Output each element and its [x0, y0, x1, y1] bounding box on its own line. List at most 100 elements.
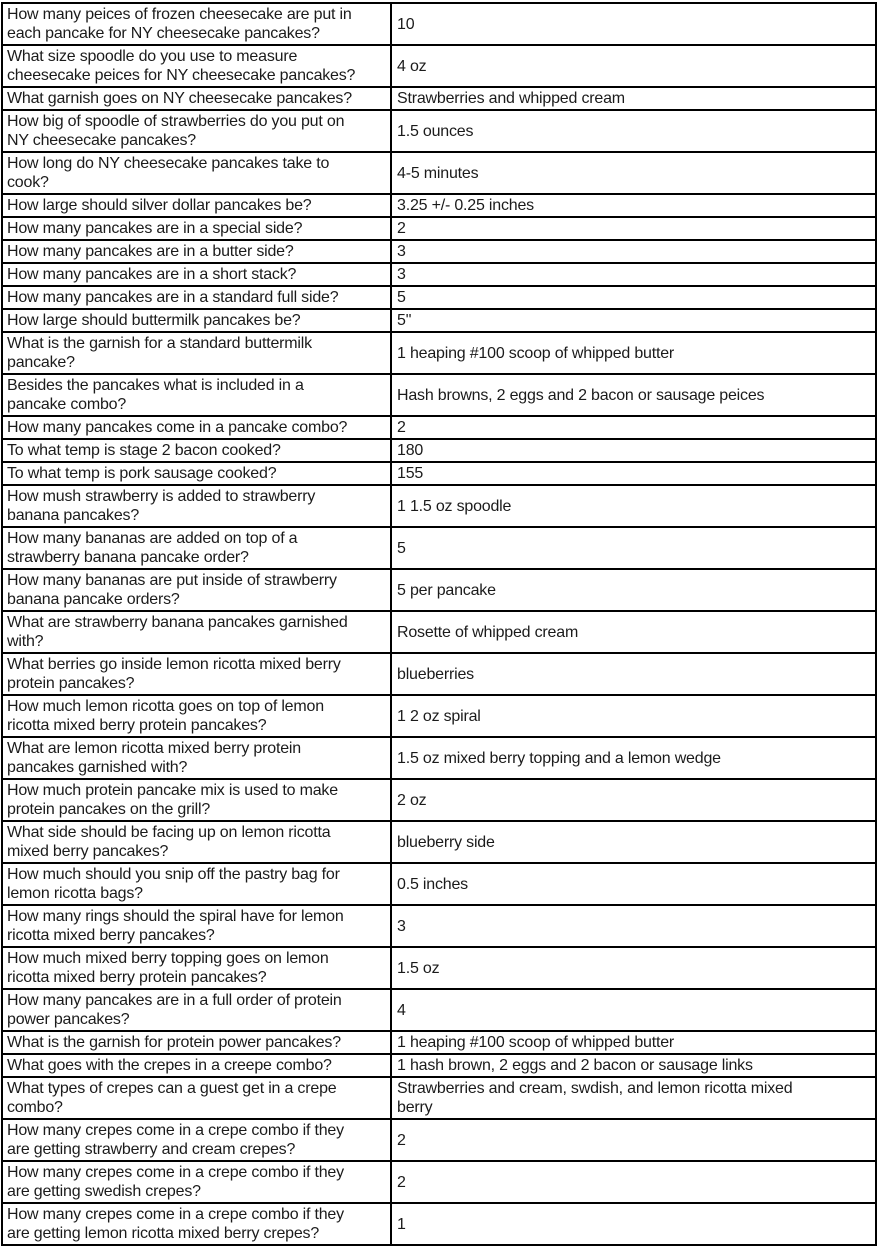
question-cell: Besides the pancakes what is included in… [1, 373, 392, 417]
answer-cell: 3 [390, 239, 877, 264]
table-row: How much lemon ricotta goes on top of le… [1, 694, 877, 738]
question-cell: How many rings should the spiral have fo… [1, 904, 392, 948]
question-cell: How large should buttermilk pancakes be? [1, 308, 392, 333]
question-cell: What types of crepes can a guest get in … [1, 1076, 392, 1120]
question-cell: How long do NY cheesecake pancakes take … [1, 151, 392, 195]
question-cell: What is the garnish for a standard butte… [1, 331, 392, 375]
table-row: What goes with the crepes in a creepe co… [1, 1053, 877, 1078]
answer-cell: 5 [390, 526, 877, 570]
answer-cell: 1 1.5 oz spoodle [390, 484, 877, 528]
table-row: How many pancakes are in a butter side? 3 [1, 239, 877, 264]
table-row: How big of spoodle of strawberries do yo… [1, 109, 877, 153]
answer-cell: 2 oz [390, 778, 877, 822]
table-row: How many bananas are added on top of a s… [1, 526, 877, 570]
answer-cell: Strawberries and whipped cream [390, 86, 877, 111]
question-cell: How many pancakes come in a pancake comb… [1, 415, 392, 440]
table-row: How much should you snip off the pastry … [1, 862, 877, 906]
answer-cell: 2 [390, 415, 877, 440]
question-cell: What side should be facing up on lemon r… [1, 820, 392, 864]
table-row: What size spoodle do you use to measure … [1, 44, 877, 88]
table-row: To what temp is pork sausage cooked? 155 [1, 461, 877, 486]
question-cell: How many bananas are added on top of a s… [1, 526, 392, 570]
table-row: Besides the pancakes what is included in… [1, 373, 877, 417]
table-row: What berries go inside lemon ricotta mix… [1, 652, 877, 696]
answer-cell: 180 [390, 438, 877, 463]
question-cell: How many crepes come in a crepe combo if… [1, 1202, 392, 1246]
answer-cell: 5 per pancake [390, 568, 877, 612]
answer-cell: 4-5 minutes [390, 151, 877, 195]
question-cell: To what temp is pork sausage cooked? [1, 461, 392, 486]
answer-cell: 1.5 oz mixed berry topping and a lemon w… [390, 736, 877, 780]
table-row: What are strawberry banana pancakes garn… [1, 610, 877, 654]
table-row: How many rings should the spiral have fo… [1, 904, 877, 948]
answer-cell: Rosette of whipped cream [390, 610, 877, 654]
answer-cell: 1.5 ounces [390, 109, 877, 153]
answer-cell: 10 [390, 2, 877, 46]
question-cell: What garnish goes on NY cheesecake panca… [1, 86, 392, 111]
answer-cell: 1 heaping #100 scoop of whipped butter [390, 331, 877, 375]
answer-cell: 155 [390, 461, 877, 486]
question-cell: How many peices of frozen cheesecake are… [1, 2, 392, 46]
answer-cell: 4 oz [390, 44, 877, 88]
answer-cell: 5 [390, 285, 877, 310]
question-cell: How many bananas are put inside of straw… [1, 568, 392, 612]
answer-cell: 2 [390, 216, 877, 241]
answer-cell: blueberry side [390, 820, 877, 864]
question-cell: How much lemon ricotta goes on top of le… [1, 694, 392, 738]
answer-cell: 3.25 +/- 0.25 inches [390, 193, 877, 218]
table-row: How large should buttermilk pancakes be?… [1, 308, 877, 333]
question-cell: How many pancakes are in a short stack? [1, 262, 392, 287]
answer-cell: Hash browns, 2 eggs and 2 bacon or sausa… [390, 373, 877, 417]
question-cell: How many crepes come in a crepe combo if… [1, 1160, 392, 1204]
question-cell: What are lemon ricotta mixed berry prote… [1, 736, 392, 780]
question-cell: How much protein pancake mix is used to … [1, 778, 392, 822]
answer-cell: 2 [390, 1118, 877, 1162]
question-cell: How many pancakes are in a special side? [1, 216, 392, 241]
answer-cell: blueberries [390, 652, 877, 696]
question-cell: How much mixed berry topping goes on lem… [1, 946, 392, 990]
question-cell: How many crepes come in a crepe combo if… [1, 1118, 392, 1162]
table-row: How many crepes come in a crepe combo if… [1, 1202, 877, 1246]
table-row: How many pancakes are in a special side?… [1, 216, 877, 241]
table-row: How much mixed berry topping goes on lem… [1, 946, 877, 990]
answer-cell: 1 heaping #100 scoop of whipped butter [390, 1030, 877, 1055]
answer-cell: 0.5 inches [390, 862, 877, 906]
table-row: How many peices of frozen cheesecake are… [1, 2, 877, 46]
answer-cell: Strawberries and cream, swdish, and lemo… [390, 1076, 877, 1120]
table-row: What types of crepes can a guest get in … [1, 1076, 877, 1120]
table-row: How much protein pancake mix is used to … [1, 778, 877, 822]
question-cell: What is the garnish for protein power pa… [1, 1030, 392, 1055]
table-row: How many bananas are put inside of straw… [1, 568, 877, 612]
answer-cell: 5" [390, 308, 877, 333]
question-cell: How many pancakes are in a butter side? [1, 239, 392, 264]
answer-cell: 2 [390, 1160, 877, 1204]
table-row: What is the garnish for protein power pa… [1, 1030, 877, 1055]
question-cell: What size spoodle do you use to measure … [1, 44, 392, 88]
table-row: How many crepes come in a crepe combo if… [1, 1160, 877, 1204]
question-cell: How many pancakes are in a full order of… [1, 988, 392, 1032]
question-cell: How much should you snip off the pastry … [1, 862, 392, 906]
table-row: What is the garnish for a standard butte… [1, 331, 877, 375]
answer-cell: 3 [390, 904, 877, 948]
question-cell: What berries go inside lemon ricotta mix… [1, 652, 392, 696]
question-cell: To what temp is stage 2 bacon cooked? [1, 438, 392, 463]
question-cell: How mush strawberry is added to strawber… [1, 484, 392, 528]
answer-cell: 1 hash brown, 2 eggs and 2 bacon or saus… [390, 1053, 877, 1078]
question-cell: How big of spoodle of strawberries do yo… [1, 109, 392, 153]
table-row: What are lemon ricotta mixed berry prote… [1, 736, 877, 780]
answer-cell: 1.5 oz [390, 946, 877, 990]
answer-cell: 3 [390, 262, 877, 287]
table-row: How many crepes come in a crepe combo if… [1, 1118, 877, 1162]
table-row: How large should silver dollar pancakes … [1, 193, 877, 218]
answer-cell: 4 [390, 988, 877, 1032]
question-cell: What goes with the crepes in a creepe co… [1, 1053, 392, 1078]
table-row: How many pancakes come in a pancake comb… [1, 415, 877, 440]
table-row: What side should be facing up on lemon r… [1, 820, 877, 864]
question-cell: What are strawberry banana pancakes garn… [1, 610, 392, 654]
table-row: To what temp is stage 2 bacon cooked? 180 [1, 438, 877, 463]
table-row: How many pancakes are in a full order of… [1, 988, 877, 1032]
question-cell: How large should silver dollar pancakes … [1, 193, 392, 218]
table-row: How long do NY cheesecake pancakes take … [1, 151, 877, 195]
